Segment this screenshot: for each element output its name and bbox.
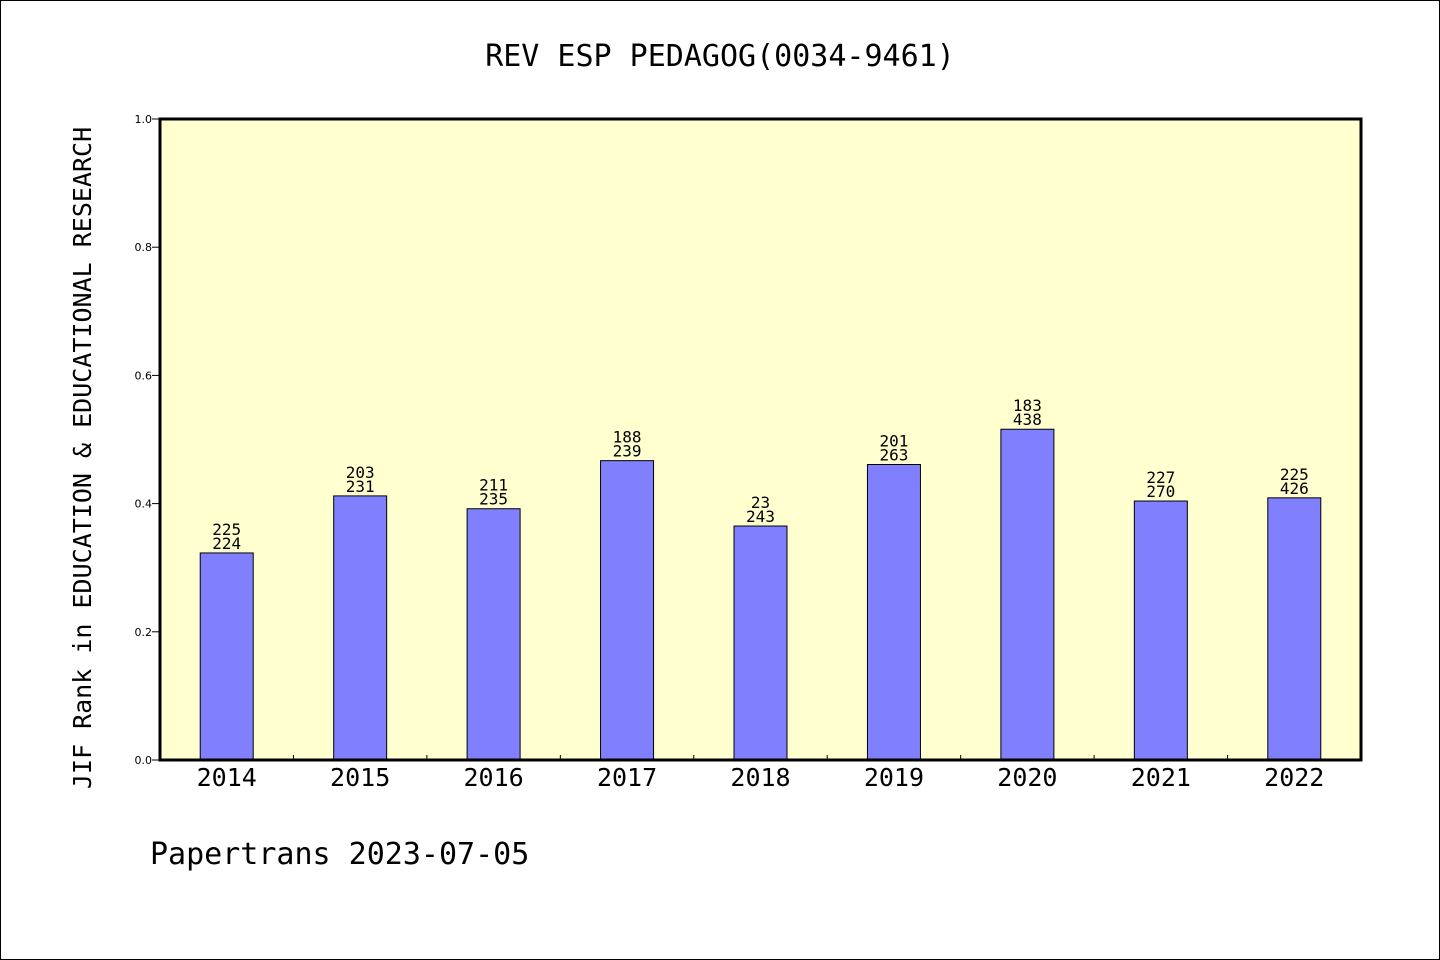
bar-data-label: 239 [613,442,642,461]
bar-2020 [1000,428,1055,761]
bar-data-label: 263 [879,445,908,464]
x-tick-label: 2014 [197,763,257,792]
bar-data-label: 243 [746,507,775,526]
bar-series [199,428,1322,761]
bar-data-label: 227 [1146,468,1175,487]
y-tick-label: 1.0 [135,113,153,126]
footer-credit: Papertrans 2023-07-05 [150,837,529,872]
y-tick-label: 0.8 [135,241,153,254]
bar-2019 [866,463,921,761]
bar-2018 [733,525,788,761]
y-tick-label: 0.6 [135,369,153,382]
bar-data-label: 225 [1280,465,1309,484]
bar-data-label: 23 [751,493,770,512]
bar-2016 [466,508,521,761]
bar-data-label: 201 [879,431,908,450]
bar-2021 [1133,500,1188,761]
y-tick-label: 0.2 [135,626,153,639]
bar-data-label: 225 [212,520,241,539]
bar-data-label: 235 [479,490,508,509]
y-tick-label: 0.0 [135,754,153,767]
bar-2017 [600,460,655,761]
x-tick-label: 2016 [464,763,524,792]
x-tick-label: 2022 [1264,763,1324,792]
y-axis: 0.0 0.2 0.4 0.6 0.8 1.0 [135,113,160,767]
bar-data-label: 211 [479,476,508,495]
x-axis: 2014 2015 2016 2017 2018 2019 2020 2021 2022 [197,755,1324,792]
bar-data-label: 231 [346,477,375,496]
bar-data-label: 188 [613,428,642,447]
bar-data-label: 270 [1146,482,1175,501]
x-tick-label: 2020 [997,763,1057,792]
bar-data-label: 203 [346,463,375,482]
bar-2022 [1267,497,1322,761]
x-tick-label: 2015 [330,763,390,792]
bar-data-label: 183 [1013,396,1042,415]
x-tick-label: 2021 [1131,763,1191,792]
x-tick-label: 2019 [864,763,924,792]
x-tick-label: 2018 [730,763,790,792]
plot-border [158,117,1363,762]
y-tick-label: 0.4 [135,498,153,511]
bar-data-label: 438 [1013,410,1042,429]
bar-2014 [199,552,254,761]
bar-data-label: 426 [1280,479,1309,498]
bar-data-label: 224 [212,534,241,553]
y-axis-label: JIF Rank in EDUCATION & EDUCATIONAL RESE… [68,127,97,789]
chart-title: REV ESP PEDAGOG(0034-9461) [485,39,955,74]
x-tick-label: 2017 [597,763,657,792]
bar-2015 [333,495,388,761]
